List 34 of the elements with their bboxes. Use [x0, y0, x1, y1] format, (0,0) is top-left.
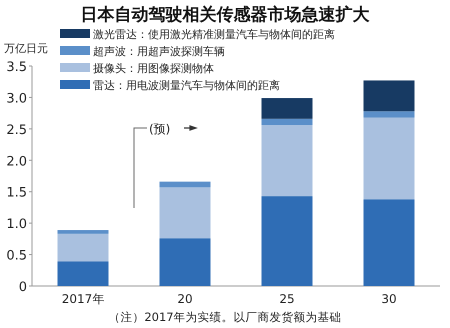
bar [364, 199, 414, 286]
y-axis-title: 万亿日元 [4, 42, 48, 55]
y-tick-label: 0 [18, 280, 27, 295]
text: （注）2017年为实绩。以厂商发货额为基础 [108, 310, 342, 324]
bar [160, 238, 210, 286]
y-tick-label: 1.0 [6, 217, 27, 232]
y-tick-label: 3.5 [6, 60, 27, 75]
legend-label: 雷达：用电波测量汽车与物体间的距离 [93, 79, 280, 92]
y-tick-label: 2.0 [6, 154, 27, 170]
x-tick-label: 20 [177, 292, 193, 306]
legend-label: 超声波：用超声波探测车辆 [93, 45, 225, 58]
bar [160, 182, 210, 188]
y-tick-label: 0.5 [6, 248, 27, 264]
x-tick-label: 25 [279, 292, 295, 306]
legend-label: 激光雷达：使用激光精准测量汽车与物体间的距离 [93, 28, 335, 41]
annotation: (预) [149, 122, 170, 136]
y-tick-label: 1.5 [6, 186, 27, 201]
bar [262, 98, 312, 119]
legend-label: 摄像头：用图像探测物体 [93, 62, 214, 75]
bar [364, 80, 414, 112]
x-tick-label: 2017年 [62, 292, 104, 306]
bar [58, 230, 108, 234]
chart-title: 日本自动驾驶相关传感器市场急速扩大 [80, 5, 370, 25]
y-tick-label: 3.0 [6, 91, 27, 106]
y-tick-label: 2.5 [6, 122, 27, 138]
bar [160, 187, 210, 238]
bar [262, 125, 312, 196]
bar [364, 118, 414, 200]
bar [364, 111, 414, 118]
x-tick-label: 30 [381, 292, 397, 306]
bar [262, 118, 312, 126]
bar [58, 234, 108, 262]
bar [262, 196, 312, 286]
bar [58, 261, 108, 286]
